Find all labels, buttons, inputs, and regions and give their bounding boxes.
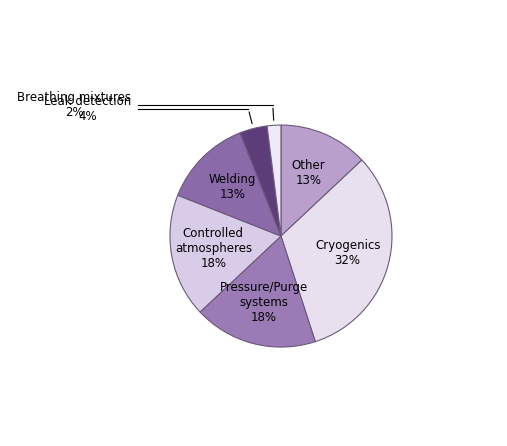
Wedge shape bbox=[240, 126, 281, 236]
Wedge shape bbox=[281, 160, 392, 342]
Text: Leak detection
4%: Leak detection 4% bbox=[44, 95, 131, 123]
Text: Controlled
atmospheres
18%: Controlled atmospheres 18% bbox=[175, 227, 252, 270]
Text: Cryogenics
32%: Cryogenics 32% bbox=[315, 239, 380, 267]
Wedge shape bbox=[281, 125, 362, 236]
Wedge shape bbox=[200, 236, 315, 347]
Text: Breathing mixtures
2%: Breathing mixtures 2% bbox=[17, 91, 131, 120]
Wedge shape bbox=[170, 195, 281, 312]
Text: Welding
13%: Welding 13% bbox=[208, 173, 256, 202]
Text: Pressure/Purge
systems
18%: Pressure/Purge systems 18% bbox=[220, 281, 308, 324]
Wedge shape bbox=[267, 125, 281, 236]
Text: Other
13%: Other 13% bbox=[292, 159, 325, 187]
Wedge shape bbox=[178, 133, 281, 236]
